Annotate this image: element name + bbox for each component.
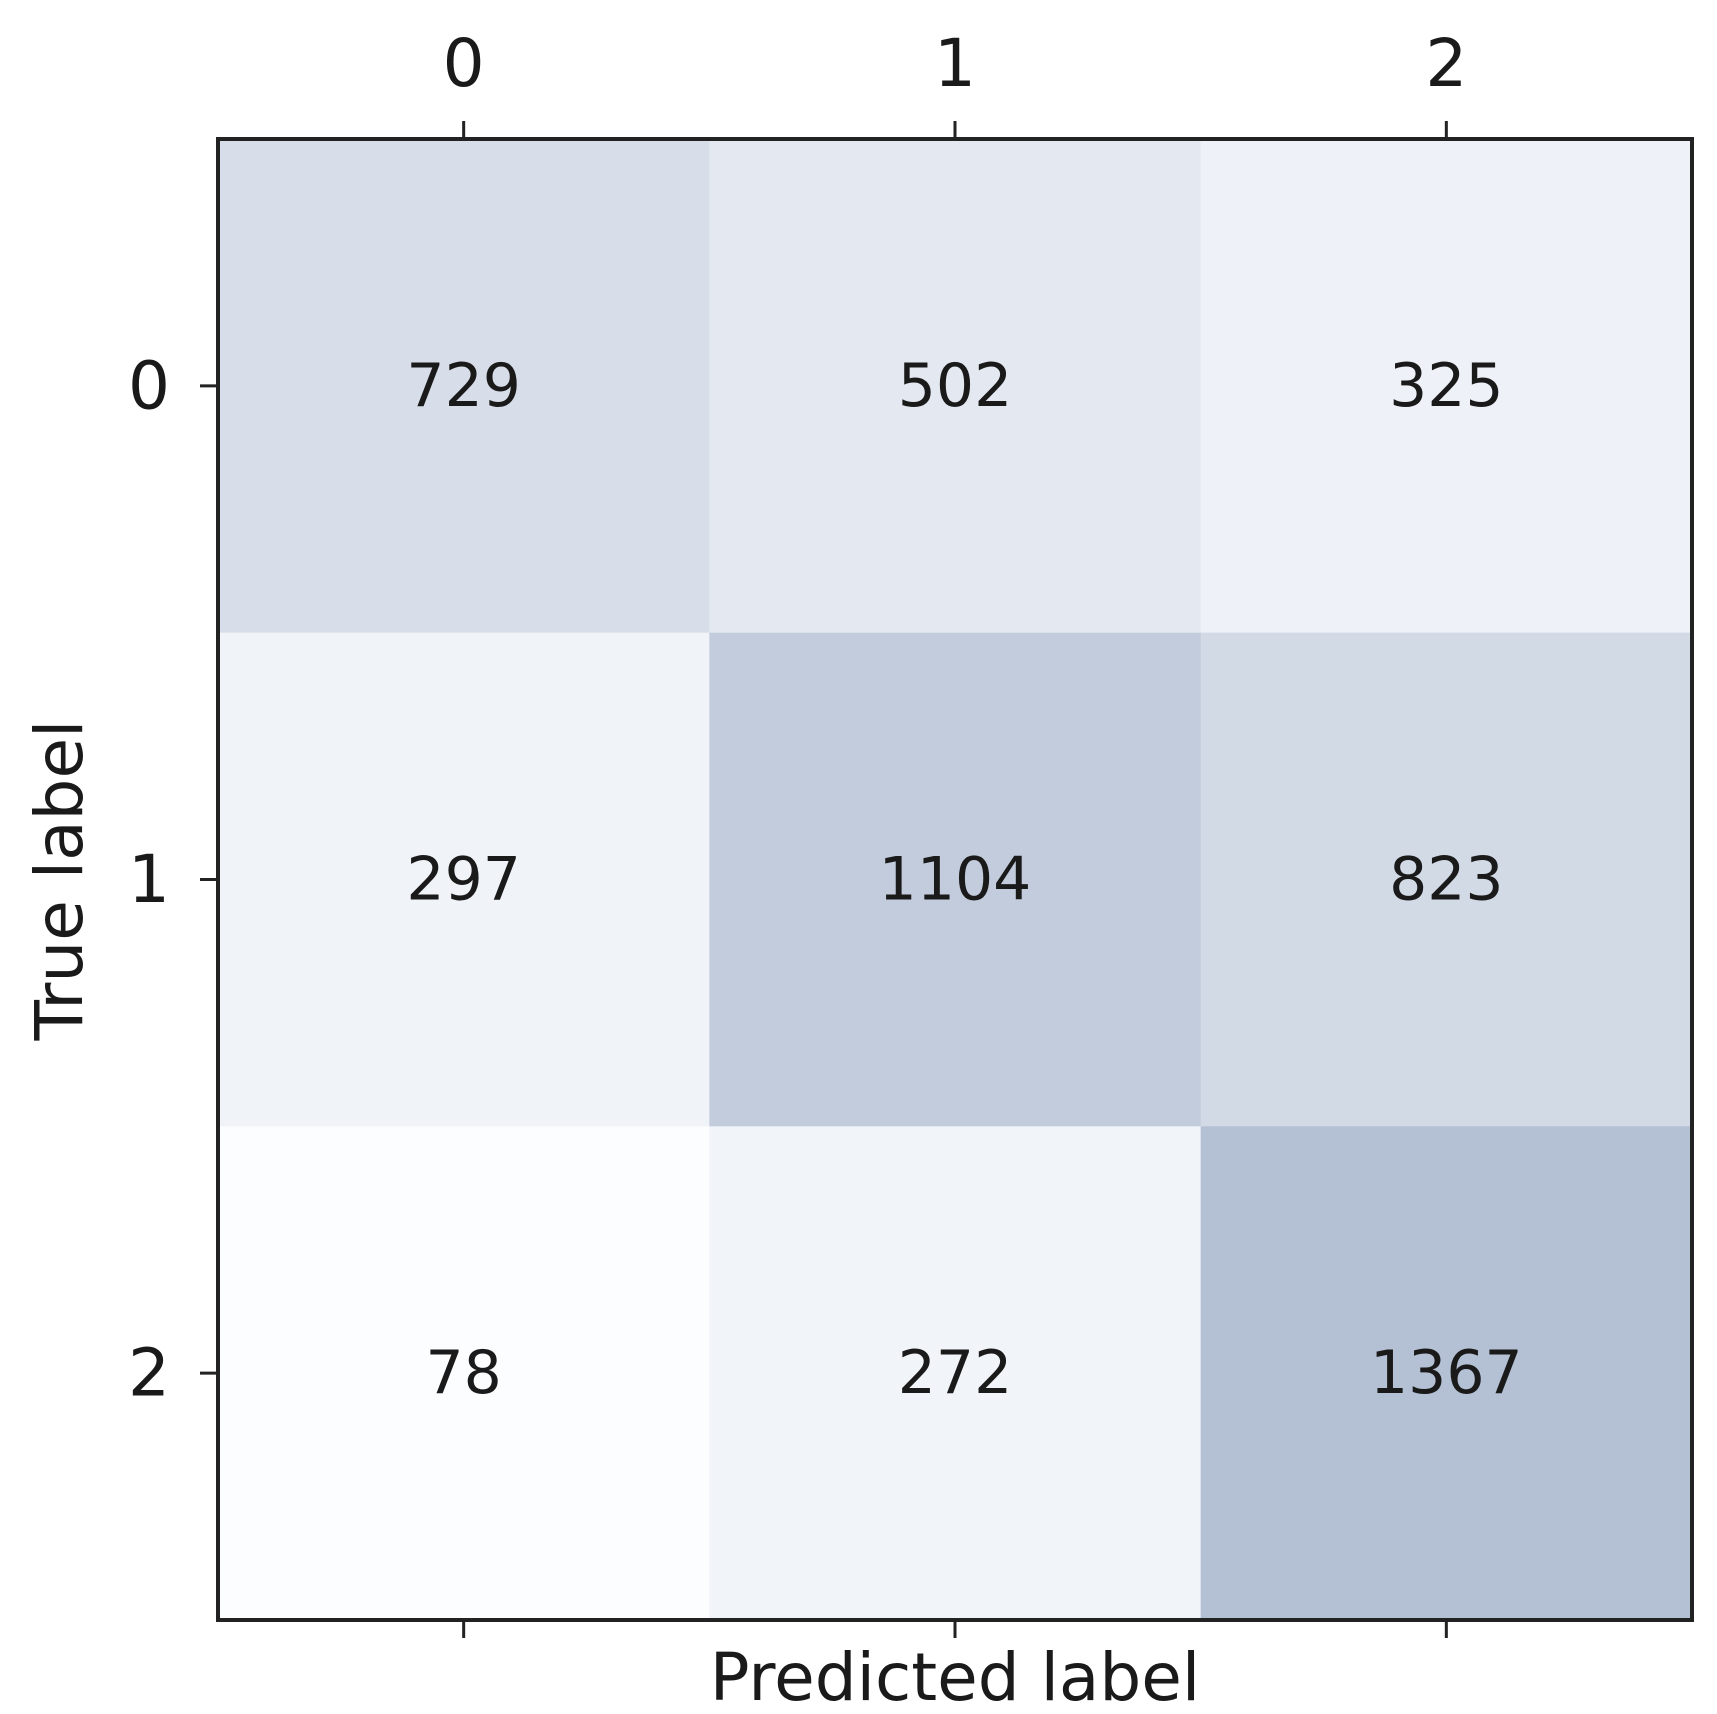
cell-value-label-r0-c1: 502 [898, 351, 1013, 421]
y-axis-ticks: 0 1 2 [128, 347, 218, 1412]
x-tick-label: 0 [443, 25, 485, 102]
y-tick-label: 1 [128, 841, 170, 918]
heatmap-cell-r0-c2 [1200, 139, 1693, 634]
x-tick-label: 2 [1425, 25, 1467, 102]
cell-value-label-r2-c0: 78 [425, 1338, 501, 1408]
heatmap-cell-r2-c1 [709, 1126, 1202, 1621]
cell-value-label-r0-c2: 325 [1389, 351, 1504, 421]
x-tick-label: 1 [934, 25, 976, 102]
heatmap-cells [218, 139, 1693, 1621]
cell-value-label-r1-c0: 297 [406, 845, 521, 915]
heatmap-cell-r1-c2 [1200, 632, 1693, 1127]
y-tick-label: 2 [128, 1335, 170, 1412]
heatmap-cell-r2-c0 [218, 1126, 710, 1621]
cell-value-label-r2-c1: 272 [898, 1338, 1013, 1408]
heatmap-cell-r1-c1 [709, 632, 1202, 1127]
heatmap-cell-r2-c2 [1200, 1126, 1693, 1621]
heatmap-cell-r1-c0 [218, 632, 710, 1127]
y-tick-label: 0 [128, 347, 170, 424]
cell-value-label-r2-c2: 1367 [1370, 1338, 1523, 1408]
cell-value-label-r0-c0: 729 [406, 351, 521, 421]
heatmap-cell-r0-c0 [218, 139, 710, 634]
cell-value-label-r1-c1: 1104 [879, 845, 1032, 915]
x-axis-title: Predicted label [710, 1639, 1200, 1714]
x-axis-ticks: 0 1 2 [443, 25, 1467, 1638]
y-axis-title: True label [21, 720, 98, 1042]
heatmap-cell-r0-c1 [709, 139, 1202, 634]
heatmap-cell-labels: 729 502 325 297 1104 823 78 272 1367 [406, 351, 1522, 1408]
cell-value-label-r1-c2: 823 [1389, 845, 1504, 915]
